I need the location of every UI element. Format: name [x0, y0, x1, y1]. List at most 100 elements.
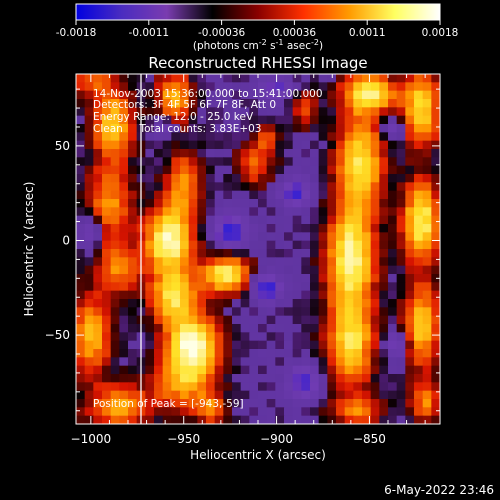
heatmap-cell — [206, 365, 216, 375]
heatmap-cell — [240, 307, 250, 317]
heatmap-cell — [405, 265, 415, 275]
heatmap-cell — [84, 90, 94, 100]
heatmap-cell — [292, 199, 302, 208]
heatmap-cell — [102, 374, 112, 383]
heatmap-cell — [249, 174, 259, 183]
heatmap-cell — [336, 340, 346, 350]
heatmap-cell — [128, 232, 138, 242]
heatmap-cell — [93, 415, 103, 424]
heatmap-cell — [292, 249, 302, 258]
heatmap-cell — [292, 124, 302, 133]
heatmap-cell — [223, 165, 233, 175]
heatmap-cell — [240, 299, 250, 308]
heatmap-cell — [240, 74, 250, 83]
heatmap-cell — [301, 315, 311, 325]
heatmap-cell — [110, 290, 120, 300]
heatmap-cell — [145, 399, 155, 408]
heatmap-cell — [119, 315, 129, 325]
heatmap-cell — [258, 415, 268, 424]
heatmap-cell — [145, 157, 155, 167]
heatmap-cell — [431, 232, 440, 242]
heatmap-cell — [258, 190, 268, 200]
heatmap-cell — [102, 240, 112, 250]
heatmap-cell — [431, 224, 440, 233]
heatmap-cell — [353, 257, 363, 267]
heatmap-cell — [310, 149, 320, 158]
heatmap-cell — [431, 307, 440, 317]
heatmap-cell — [171, 257, 181, 267]
heatmap-cell — [379, 99, 389, 108]
heatmap-cell — [206, 90, 216, 100]
heatmap-cell — [145, 299, 155, 308]
heatmap-cell — [292, 357, 302, 367]
heatmap-cell — [240, 82, 250, 92]
heatmap-cell — [336, 174, 346, 183]
heatmap-cell — [180, 232, 190, 242]
heatmap-cell — [362, 199, 372, 208]
heatmap-cell — [128, 215, 138, 225]
heatmap-cell — [422, 190, 432, 200]
annotation-detectors: Detectors: 3F 4F 5F 6F 7F 8F, Att 0 — [93, 99, 276, 111]
heatmap-cell — [388, 132, 398, 142]
heatmap-cell — [353, 299, 363, 308]
heatmap-cell — [93, 315, 103, 325]
heatmap-cell — [327, 99, 337, 108]
heatmap-cell — [102, 149, 112, 158]
heatmap-cell — [119, 307, 129, 317]
heatmap-cell — [206, 340, 216, 350]
heatmap-cell — [292, 232, 302, 242]
heatmap-cell — [223, 82, 233, 92]
heatmap-cell — [154, 349, 164, 358]
heatmap-cell — [232, 99, 242, 108]
heatmap-cell — [154, 140, 164, 150]
heatmap-cell — [232, 224, 242, 233]
heatmap-cell — [362, 357, 372, 367]
heatmap-cell — [336, 82, 346, 92]
heatmap-cell — [388, 124, 398, 133]
heatmap-cell — [188, 324, 198, 333]
heatmap-cell — [336, 407, 346, 417]
heatmap-cell — [388, 274, 398, 283]
heatmap-cell — [249, 365, 259, 375]
heatmap-cell — [110, 415, 120, 424]
heatmap-cell — [301, 365, 311, 375]
heatmap-cell — [84, 382, 94, 392]
heatmap-cell — [318, 315, 328, 325]
heatmap-cell — [405, 174, 415, 183]
heatmap-cell — [414, 399, 424, 408]
heatmap-cell — [353, 199, 363, 208]
heatmap-cell — [310, 390, 320, 400]
heatmap-cell — [180, 107, 190, 117]
heatmap-cell — [93, 365, 103, 375]
y-axis-label: Heliocentric Y (arcsec) — [22, 182, 36, 317]
heatmap-cell — [344, 99, 354, 108]
heatmap-cell — [258, 74, 268, 83]
heatmap-cell — [214, 124, 224, 133]
heatmap-cell — [188, 165, 198, 175]
heatmap-cell — [188, 307, 198, 317]
heatmap-cell — [154, 165, 164, 175]
heatmap-cell — [171, 332, 181, 342]
heatmap-cell — [388, 182, 398, 192]
heatmap-cell — [110, 115, 120, 125]
heatmap-cell — [145, 357, 155, 367]
heatmap-cell — [180, 157, 190, 167]
heatmap-cell — [240, 249, 250, 258]
heatmap-cell — [344, 307, 354, 317]
heatmap-cell — [275, 382, 285, 392]
heatmap-cell — [396, 365, 406, 375]
heatmap-cell — [197, 274, 207, 283]
heatmap-cell — [240, 274, 250, 283]
heatmap-cell — [223, 207, 233, 217]
heatmap-cell — [171, 415, 181, 424]
heatmap-cell — [396, 190, 406, 200]
heatmap-cell — [344, 115, 354, 125]
heatmap-cell — [388, 290, 398, 300]
heatmap-cell — [93, 107, 103, 117]
heatmap-cell — [284, 190, 294, 200]
heatmap-cell — [292, 390, 302, 400]
heatmap-cell — [431, 82, 440, 92]
heatmap-cell — [292, 174, 302, 183]
heatmap-cell — [206, 332, 216, 342]
heatmap-cell — [110, 299, 120, 308]
